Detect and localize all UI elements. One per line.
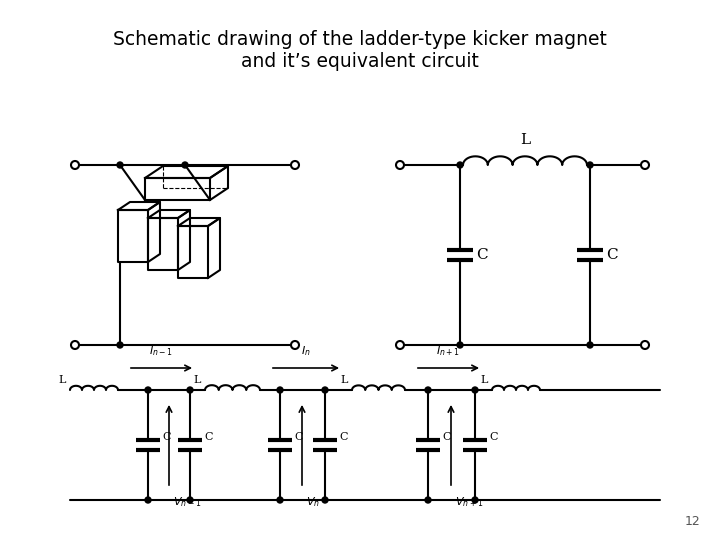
Text: Schematic drawing of the ladder-type kicker magnet: Schematic drawing of the ladder-type kic… [113,30,607,49]
Text: C: C [442,432,451,442]
Circle shape [182,162,188,168]
Circle shape [457,162,463,168]
Circle shape [587,162,593,168]
Circle shape [187,497,193,503]
Circle shape [117,162,123,168]
Text: $I_n$: $I_n$ [301,344,311,358]
Text: L: L [341,375,348,385]
Circle shape [641,161,649,169]
Circle shape [322,497,328,503]
Text: C: C [204,432,212,442]
Circle shape [145,497,151,503]
Text: C: C [476,248,487,262]
Circle shape [396,161,404,169]
Text: C: C [162,432,171,442]
Circle shape [71,161,79,169]
Text: $I_{n+1}$: $I_{n+1}$ [436,344,461,358]
Circle shape [396,341,404,349]
Circle shape [641,341,649,349]
Circle shape [472,497,478,503]
Text: $I_{n-1}$: $I_{n-1}$ [150,344,174,358]
Circle shape [472,387,478,393]
Text: C: C [606,248,618,262]
Circle shape [425,497,431,503]
Circle shape [145,387,151,393]
Text: L: L [194,375,201,385]
Text: L: L [481,375,488,385]
Circle shape [322,387,328,393]
Text: C: C [489,432,498,442]
Circle shape [277,387,283,393]
Text: L: L [520,133,530,147]
Circle shape [71,341,79,349]
Text: C: C [339,432,348,442]
Circle shape [587,342,593,348]
Circle shape [117,342,123,348]
Text: and it’s equivalent circuit: and it’s equivalent circuit [241,52,479,71]
Text: L: L [58,375,66,385]
Text: C: C [294,432,302,442]
Circle shape [277,497,283,503]
Circle shape [425,387,431,393]
Circle shape [187,387,193,393]
Text: $V_n$: $V_n$ [306,495,320,509]
Circle shape [457,342,463,348]
Circle shape [291,341,299,349]
Text: 12: 12 [684,515,700,528]
Text: $V_{n+1}$: $V_{n+1}$ [455,495,483,509]
Text: $V_{n-1}$: $V_{n-1}$ [173,495,202,509]
Circle shape [291,161,299,169]
